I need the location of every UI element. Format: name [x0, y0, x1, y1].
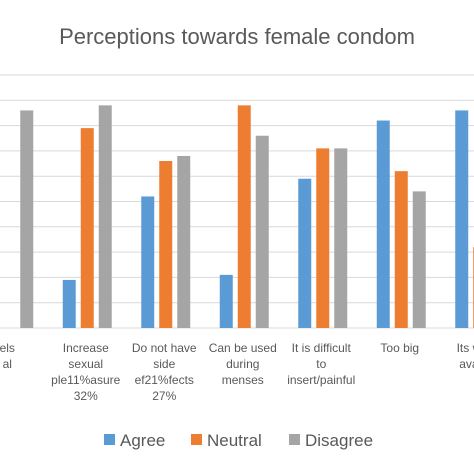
bar-disagree-0 — [20, 110, 34, 328]
category-label: al — [3, 357, 12, 371]
bar-disagree-5 — [412, 191, 426, 328]
category-label: Increase — [63, 341, 109, 355]
legend-label-disagree: Disagree — [305, 431, 373, 450]
bar-neutral-5 — [394, 171, 408, 328]
legend-swatch-disagree — [289, 434, 300, 445]
bar-agree-1 — [62, 279, 76, 328]
category-label: sexual — [68, 357, 103, 371]
bar-disagree-1 — [98, 105, 112, 328]
bar-neutral-4 — [316, 148, 330, 328]
bar-disagree-3 — [255, 135, 269, 328]
category-label: Its widel — [457, 341, 474, 355]
category-label: It is difficult — [292, 341, 352, 355]
category-label: Can be used — [209, 341, 277, 355]
category-labels: els al Increase sexual ple11%asure 32% Do not … — [0, 341, 474, 403]
category-label: Too big — [380, 341, 419, 355]
category-label: ple11%asure — [51, 373, 120, 387]
category-label: during — [226, 357, 259, 371]
bar-agree-6 — [455, 110, 469, 328]
bar-agree-3 — [219, 274, 233, 328]
gridlines — [0, 74, 474, 329]
bar-disagree-2 — [177, 155, 191, 328]
bars — [20, 105, 474, 328]
bar-agree-2 — [141, 196, 155, 328]
legend-swatch-agree — [104, 434, 115, 445]
legend-label-agree: Agree — [120, 431, 165, 450]
legend-label-neutral: Neutral — [207, 431, 262, 450]
category-label: availab — [459, 357, 474, 371]
category-label: 32% — [74, 389, 98, 403]
bar-neutral-3 — [237, 105, 251, 328]
category-label: side — [153, 357, 175, 371]
bar-neutral-2 — [159, 161, 173, 328]
category-label: insert/painful — [287, 373, 355, 387]
category-label: els — [0, 341, 15, 355]
bar-agree-5 — [376, 120, 390, 328]
bar-agree-4 — [298, 178, 312, 328]
bar-disagree-4 — [334, 148, 348, 328]
category-label: Do not have — [132, 341, 197, 355]
category-label: to — [316, 357, 326, 371]
category-label: menses — [222, 373, 264, 387]
legend-swatch-neutral — [191, 434, 202, 445]
legend: Agree Neutral Disagree — [104, 431, 373, 450]
chart-title: Perceptions towards female condom — [59, 24, 415, 49]
bar-neutral-1 — [80, 128, 94, 328]
category-label: 27% — [152, 389, 176, 403]
category-label: ef21%fects — [135, 373, 194, 387]
